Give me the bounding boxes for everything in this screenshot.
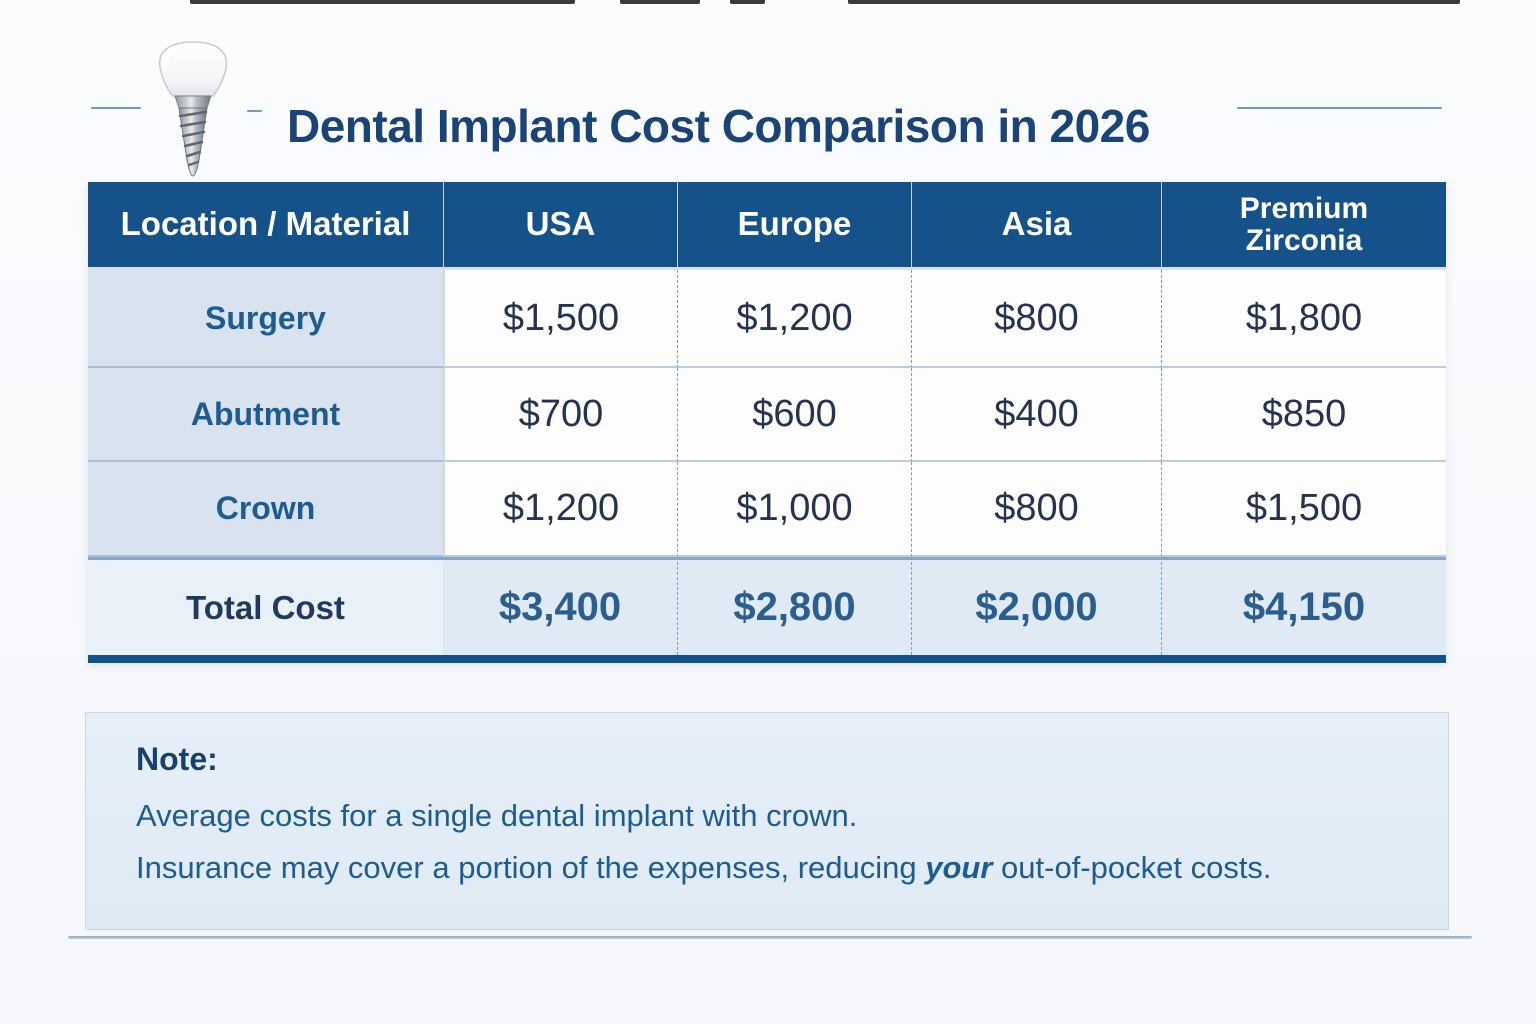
note-line-2-prefix: Insurance may cover a portion of the exp…	[136, 850, 926, 885]
column-header-premium-zirconia: Premium Zirconia	[1161, 182, 1446, 270]
decorative-line-mid	[247, 110, 262, 112]
cell-abutment-europe: $600	[677, 368, 911, 462]
cell-total-europe: $2,800	[677, 557, 911, 655]
cell-crown-usa: $1,200	[443, 462, 677, 557]
note-line-2-emphasis: your	[925, 850, 993, 885]
note-line-1: Average costs for a single dental implan…	[136, 798, 858, 833]
note-box: Note: Average costs for a single dental …	[85, 712, 1449, 930]
cell-total-premium-zirconia: $4,150	[1161, 557, 1446, 655]
note-line-2: Insurance may cover a portion of the exp…	[136, 850, 1448, 886]
header: Dental Implant Cost Comparison in 2026	[0, 36, 1536, 181]
row-label-total-cost: Total Cost	[88, 557, 443, 655]
column-header-europe: Europe	[677, 182, 911, 270]
cost-comparison-table: Location / Material USA Europe Asia Prem…	[88, 182, 1446, 663]
cell-abutment-usa: $700	[443, 368, 677, 462]
cell-total-usa: $3,400	[443, 557, 677, 655]
cell-crown-europe: $1,000	[677, 462, 911, 557]
dental-implant-icon	[158, 41, 228, 177]
note-line-2-suffix: out-of-pocket costs.	[992, 850, 1272, 885]
column-header-usa: USA	[443, 182, 677, 270]
cell-abutment-asia: $400	[911, 368, 1161, 462]
table-bottom-accent-bar	[88, 655, 1446, 663]
note-heading: Note:	[136, 741, 218, 777]
cell-surgery-europe: $1,200	[677, 270, 911, 368]
row-label-crown: Crown	[88, 462, 443, 557]
cell-abutment-premium-zirconia: $850	[1161, 368, 1446, 462]
cell-total-asia: $2,000	[911, 557, 1161, 655]
cell-surgery-asia: $800	[911, 270, 1161, 368]
decorative-line-left	[91, 107, 141, 109]
row-label-abutment: Abutment	[88, 368, 443, 462]
top-edge-artifact	[0, 0, 1536, 5]
cell-surgery-premium-zirconia: $1,800	[1161, 270, 1446, 368]
column-header-location-material: Location / Material	[88, 182, 443, 270]
cell-surgery-usa: $1,500	[443, 270, 677, 368]
page-title: Dental Implant Cost Comparison in 2026	[287, 99, 1150, 152]
cell-crown-premium-zirconia: $1,500	[1161, 462, 1446, 557]
decorative-line-right	[1237, 107, 1442, 109]
cell-crown-asia: $800	[911, 462, 1161, 557]
row-label-surgery: Surgery	[88, 270, 443, 368]
footer-divider-line	[68, 936, 1472, 939]
column-header-asia: Asia	[911, 182, 1161, 270]
